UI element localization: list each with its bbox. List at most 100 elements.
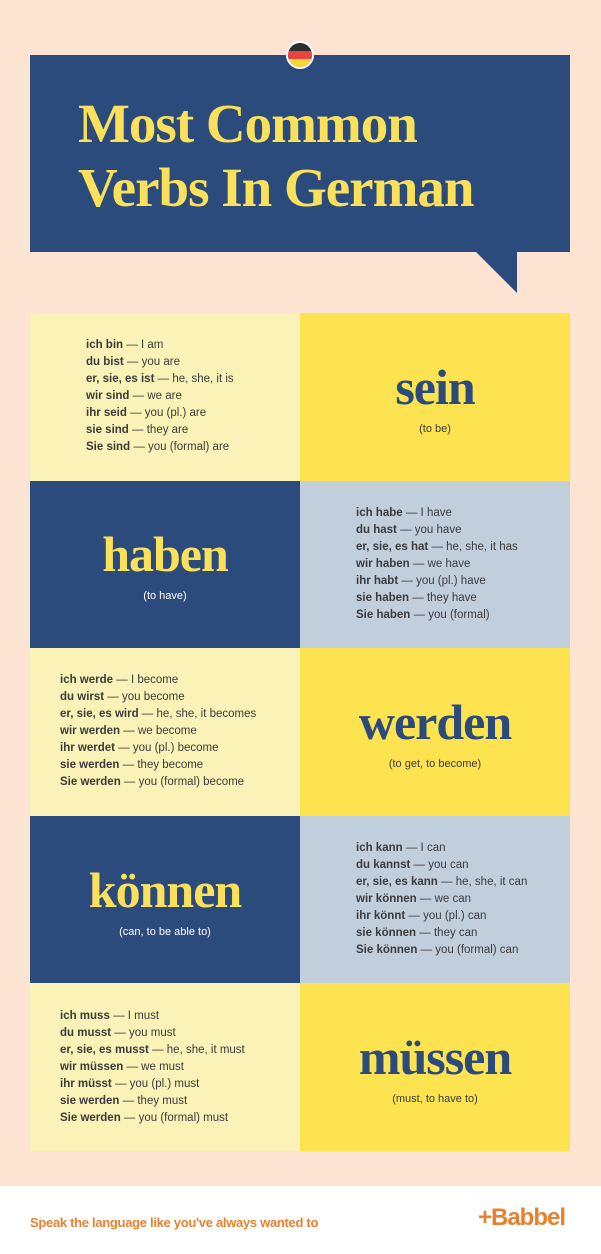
conjugation-line: ihr seid — you (pl.) are (86, 405, 300, 422)
pronoun-form: ich muss (60, 1009, 110, 1022)
translation: — we are (132, 390, 182, 403)
verb-panel: haben (to have) (30, 480, 300, 649)
conjugation-line: ihr habt — you (pl.) have (356, 573, 570, 590)
verb-row-sein: ich bin — I am du bist — you are er, sie, … (30, 313, 570, 481)
verb-grid: ich bin — I am du bist — you are er, sie, … (30, 313, 570, 1151)
speech-bubble-tail (475, 251, 517, 293)
translation: — you (formal) become (123, 776, 245, 789)
conjugation-line: ich werde — I become (60, 672, 300, 689)
verb-row-können: können (can, to be able to) ich kann — I c… (30, 815, 570, 984)
conjugation-line: ich muss — I must (60, 1008, 300, 1025)
pronoun-form: ich habe (356, 506, 403, 519)
pronoun-form: wir werden (60, 725, 121, 738)
pronoun-form: wir können (356, 893, 417, 906)
pronoun-form: er, sie, es ist (86, 373, 155, 386)
pronoun-form: du kannst (356, 859, 411, 872)
translation: — you (formal) are (133, 441, 230, 454)
pronoun-form: sie können (356, 927, 417, 940)
translation: — we can (419, 893, 472, 906)
verb-row-haben: haben (to have) ich habe — I have du hast —… (30, 480, 570, 649)
conjugation-line: ihr müsst — you (pl.) must (60, 1076, 300, 1093)
conjugation-line: du kannst — you can (356, 857, 570, 874)
verb-infinitive: werden (358, 693, 512, 750)
verb-infinitive: sein (395, 358, 475, 415)
translation: — you become (107, 691, 185, 704)
translation: — you can (413, 859, 469, 872)
conjugation-line: er, sie, es ist — he, she, it is (86, 371, 300, 388)
translation: — you (formal) (413, 608, 490, 621)
translation: — I must (113, 1009, 160, 1022)
translation: — you (pl.) are (130, 407, 207, 420)
conjugation-line: sie sind — they are (86, 422, 300, 439)
conjugation-line: du bist — you are (86, 354, 300, 371)
conjugation-line: ihr könnt — you (pl.) can (356, 908, 570, 925)
verb-meaning: (to get, to become) (388, 757, 482, 770)
verb-infinitive: haben (102, 526, 229, 583)
verb-row-werden: ich werde — I become du wirst — you becom… (30, 648, 570, 816)
verb-row-müssen: ich muss — I must du musst — you must er, … (30, 983, 570, 1151)
translation: — I become (116, 674, 179, 687)
translation: — you (formal) must (123, 1111, 229, 1124)
pronoun-form: Sie können (356, 944, 418, 957)
footer: Speak the language like you've always wa… (0, 1186, 601, 1254)
germany-flag-icon (286, 41, 314, 69)
translation: — we must (126, 1060, 184, 1073)
conjugation-line: ich habe — I have (356, 505, 570, 522)
conjugation-line: wir haben — we have (356, 556, 570, 573)
pronoun-form: du musst (60, 1026, 112, 1039)
translation: — you (pl.) become (118, 742, 219, 755)
conjugation-line: sie werden — they become (60, 757, 300, 774)
conjugation-line: wir können — we can (356, 891, 570, 908)
pronoun-form: wir sind (86, 390, 130, 403)
pronoun-form: ihr habt (356, 574, 399, 587)
translation: — you (formal) can (420, 944, 519, 957)
title-line-1: Most Common (78, 93, 418, 154)
translation: — you have (400, 523, 462, 536)
conjugation-list: ich werde — I become du wirst — you becom… (30, 648, 300, 816)
pronoun-form: ihr könnt (356, 910, 406, 923)
verb-panel: können (can, to be able to) (30, 815, 300, 984)
translation: — they have (412, 591, 477, 604)
translation: — you (pl.) can (408, 910, 487, 923)
pronoun-form: er, sie, es kann (356, 876, 438, 889)
conjugation-line: er, sie, es musst — he, she, it must (60, 1042, 300, 1059)
title-line-2: Verbs In German (78, 157, 474, 218)
verb-panel: werden (to get, to become) (300, 648, 570, 816)
conjugation-line: du hast — you have (356, 522, 570, 539)
translation: — I am (126, 339, 164, 352)
verb-meaning: (to have) (143, 590, 187, 603)
translation: — we have (412, 557, 471, 570)
babbel-logo: +Babbel (477, 1204, 566, 1231)
pronoun-form: wir haben (356, 557, 410, 570)
verb-meaning: (must, to have to) (392, 1093, 478, 1106)
slogan: Speak the language like you've always wa… (30, 1215, 319, 1230)
pronoun-form: sie werden (60, 1094, 120, 1107)
verb-panel: sein (to be) (300, 313, 570, 481)
conjugation-list: ich bin — I am du bist — you are er, sie, … (30, 313, 300, 481)
translation: — they can (419, 927, 478, 940)
pronoun-form: er, sie, es wird (60, 708, 139, 721)
verb-infinitive: müssen (358, 1029, 512, 1086)
pronoun-form: Sie sind (86, 441, 131, 454)
verb-panel: müssen (must, to have to) (300, 983, 570, 1151)
page-title: Most Common Verbs In German (78, 92, 474, 220)
conjugation-line: ihr werdet — you (pl.) become (60, 740, 300, 757)
verb-meaning: (can, to be able to) (119, 925, 211, 938)
conjugation-line: Sie werden — you (formal) must (60, 1110, 300, 1127)
conjugation-line: wir müssen — we must (60, 1059, 300, 1076)
conjugation-line: wir werden — we become (60, 723, 300, 740)
pronoun-form: Sie werden (60, 776, 121, 789)
translation: — he, she, it has (431, 540, 518, 553)
translation: — he, she, it is (157, 373, 234, 386)
translation: — I have (405, 506, 452, 519)
conjugation-line: du musst — you must (60, 1025, 300, 1042)
pronoun-form: ich kann (356, 842, 403, 855)
translation: — they are (132, 424, 189, 437)
conjugation-line: sie werden — they must (60, 1093, 300, 1110)
conjugation-line: ich bin — I am (86, 337, 300, 354)
pronoun-form: sie werden (60, 759, 120, 772)
conjugation-line: sie haben — they have (356, 590, 570, 607)
pronoun-form: wir müssen (60, 1060, 124, 1073)
conjugation-list: ich kann — I can du kannst — you can er, s… (300, 815, 570, 984)
conjugation-line: er, sie, es hat — he, she, it has (356, 539, 570, 556)
